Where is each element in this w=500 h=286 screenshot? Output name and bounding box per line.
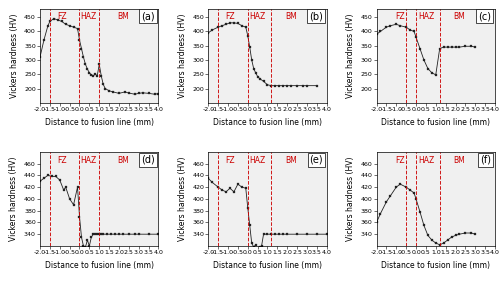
Text: BM: BM [117, 156, 129, 164]
Text: (e): (e) [310, 155, 323, 164]
Text: BM: BM [117, 12, 129, 21]
Text: (a): (a) [142, 11, 155, 21]
Text: HAZ: HAZ [80, 156, 96, 164]
Text: FZ: FZ [396, 156, 405, 164]
Text: BM: BM [286, 12, 297, 21]
Text: (f): (f) [480, 155, 492, 164]
Text: HAZ: HAZ [250, 156, 266, 164]
Text: HAZ: HAZ [418, 12, 434, 21]
Text: FZ: FZ [57, 12, 66, 21]
Text: FZ: FZ [225, 156, 235, 164]
X-axis label: Distance to fusion line (mm): Distance to fusion line (mm) [213, 261, 322, 270]
Y-axis label: Vickers hardness (HV): Vickers hardness (HV) [10, 157, 18, 241]
Y-axis label: Vickers hardness (HV): Vickers hardness (HV) [346, 157, 355, 241]
Text: FZ: FZ [225, 12, 235, 21]
Y-axis label: Vickers hardness (HV): Vickers hardness (HV) [178, 157, 186, 241]
Text: BM: BM [454, 156, 466, 164]
X-axis label: Distance to fusion line (mm): Distance to fusion line (mm) [382, 118, 490, 126]
Text: HAZ: HAZ [250, 12, 266, 21]
Text: BM: BM [454, 12, 466, 21]
Y-axis label: Vickers hardness (HV): Vickers hardness (HV) [346, 13, 355, 98]
X-axis label: Distance to fusion line (mm): Distance to fusion line (mm) [44, 118, 154, 126]
Text: FZ: FZ [57, 156, 66, 164]
X-axis label: Distance to fusion line (mm): Distance to fusion line (mm) [213, 118, 322, 126]
Y-axis label: Vickers hardness (HV): Vickers hardness (HV) [178, 13, 187, 98]
X-axis label: Distance to fusion line (mm): Distance to fusion line (mm) [44, 261, 154, 270]
Text: HAZ: HAZ [80, 12, 96, 21]
Text: BM: BM [286, 156, 297, 164]
Text: (b): (b) [310, 11, 323, 21]
Text: HAZ: HAZ [418, 156, 434, 164]
Text: (d): (d) [141, 155, 155, 164]
X-axis label: Distance to fusion line (mm): Distance to fusion line (mm) [382, 261, 490, 270]
Y-axis label: Vickers hardness (HV): Vickers hardness (HV) [10, 13, 18, 98]
Text: FZ: FZ [396, 12, 405, 21]
Text: (c): (c) [478, 11, 492, 21]
